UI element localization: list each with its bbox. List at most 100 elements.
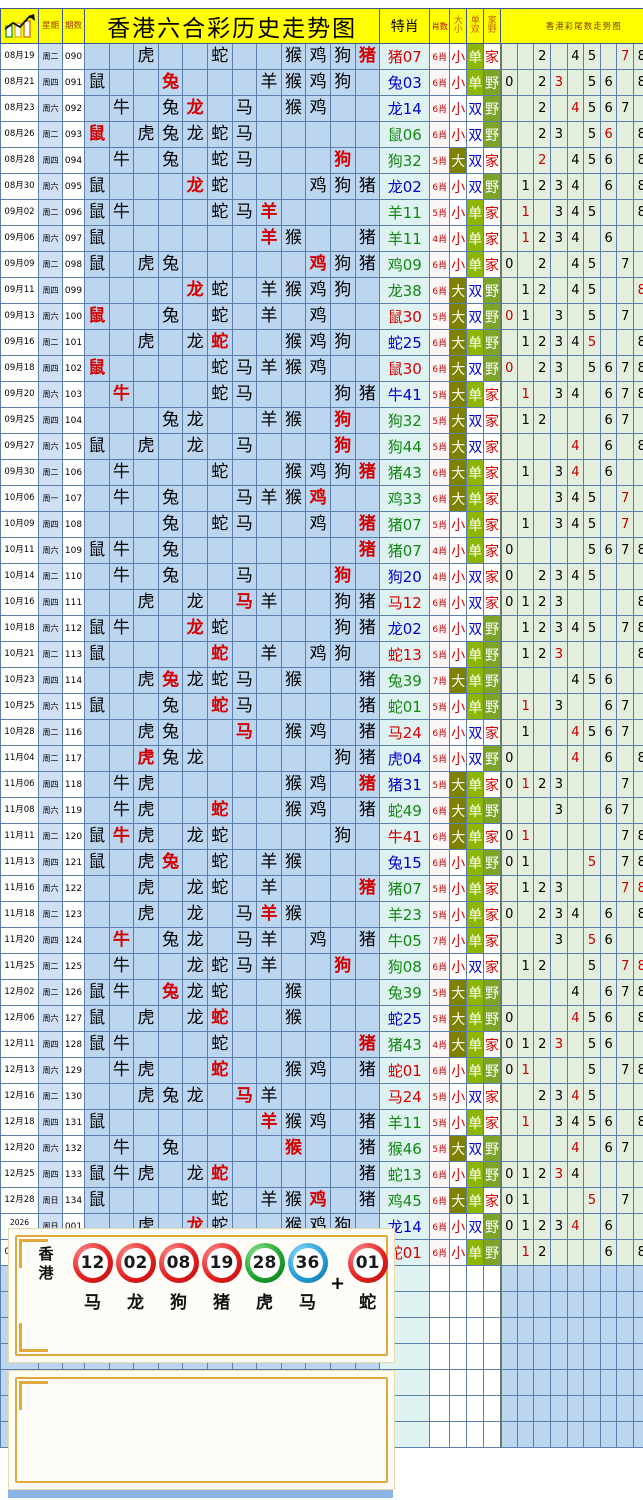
row-date: 11月20 bbox=[0, 927, 39, 954]
zodiac-cell-虎: 虎 bbox=[133, 121, 159, 148]
zodiac-count: 6肖 bbox=[429, 1187, 451, 1214]
zodiac-cell-鸡 bbox=[305, 589, 331, 616]
row-weekday: 周二 bbox=[38, 459, 63, 486]
row-period: 106 bbox=[62, 459, 85, 486]
zodiac-cell-鸡: 鸡 bbox=[305, 927, 331, 954]
tail-digit-cell-8: 8 bbox=[633, 823, 643, 850]
row-weekday: 周四 bbox=[38, 1031, 63, 1058]
zodiac-cell-马 bbox=[231, 459, 258, 486]
zodiac-cell-蛇: 蛇 bbox=[206, 1005, 233, 1032]
row-period: 110 bbox=[62, 563, 85, 590]
tail-digit-cell-3 bbox=[550, 1187, 568, 1214]
home-wild-badge: 家 bbox=[483, 381, 502, 408]
tail-digit-cell-0 bbox=[499, 329, 518, 356]
big-small-badge: 大 bbox=[449, 381, 468, 408]
tail-digit-cell-0: 0 bbox=[499, 1005, 518, 1032]
zodiac-cell-鸡 bbox=[305, 693, 331, 720]
tail-digit-cell-4 bbox=[566, 875, 585, 902]
tail-digit-cell-2: 2 bbox=[533, 225, 552, 252]
zodiac-cell-狗 bbox=[329, 1187, 356, 1214]
row-period: 119 bbox=[62, 797, 85, 824]
tail-digit-cell-0 bbox=[499, 667, 518, 694]
tail-digit-cell-7 bbox=[616, 745, 634, 772]
zodiac-cell-龙 bbox=[182, 355, 208, 382]
home-wild-badge: 家 bbox=[483, 537, 502, 564]
tail-digit-cell-2: 2 bbox=[533, 43, 552, 70]
home-wild-badge: 家 bbox=[483, 953, 502, 980]
zodiac-cell-鼠: 鼠 bbox=[84, 1031, 110, 1058]
plus-sign: + bbox=[330, 1272, 346, 1294]
zodiac-cell-羊 bbox=[256, 381, 282, 408]
zodiac-cell-狗 bbox=[329, 875, 356, 902]
zodiac-cell-猪: 猪 bbox=[354, 667, 381, 694]
tail-digit-cell-6: 6 bbox=[599, 121, 618, 148]
big-small-badge: 大 bbox=[449, 485, 468, 512]
zodiac-cell-虎 bbox=[133, 641, 159, 668]
row-weekday: 周二 bbox=[38, 641, 63, 668]
tail-digit-cell-3: 3 bbox=[550, 1031, 568, 1058]
ball-column-5: 36 马 bbox=[286, 1243, 329, 1313]
zodiac-cell-羊 bbox=[256, 797, 282, 824]
tail-digit-cell-4: 4 bbox=[566, 1213, 585, 1240]
tail-digit-cell-4: 4 bbox=[566, 719, 585, 746]
zodiac-cell-猴: 猴 bbox=[280, 407, 307, 434]
zodiac-cell-牛 bbox=[108, 589, 135, 616]
zodiac-cell-羊 bbox=[256, 693, 282, 720]
winning-balls: 12 马 02 龙 08 狗 19 猪 28 虎 36 马 +01 蛇 bbox=[71, 1243, 389, 1313]
tail-digit-cell-0: 0 bbox=[499, 563, 518, 590]
row-date: 12月28 bbox=[0, 1187, 39, 1214]
tail-digit-cell-1 bbox=[516, 537, 535, 564]
row-weekday: 周二 bbox=[38, 719, 63, 746]
tail-digit-cell-4 bbox=[566, 69, 585, 96]
lottery-ball: 12 bbox=[72, 1243, 113, 1283]
row-date: 09月20 bbox=[0, 381, 39, 408]
tail-digit-cell-4: 4 bbox=[566, 251, 585, 278]
zodiac-cell-牛 bbox=[108, 875, 135, 902]
zodiac-cell-蛇: 蛇 bbox=[206, 615, 233, 642]
tail-digit-cell-7 bbox=[616, 1083, 634, 1110]
zodiac-cell-牛: 牛 bbox=[108, 147, 135, 174]
odd-even-badge: 单 bbox=[466, 225, 485, 252]
odd-even-badge: 单 bbox=[466, 537, 485, 564]
zodiac-cell-羊 bbox=[256, 1031, 282, 1058]
zodiac-cell-鸡 bbox=[305, 1005, 331, 1032]
special-zodiac-number: 蛇25 bbox=[379, 1005, 431, 1032]
row-period: 117 bbox=[62, 745, 85, 772]
tail-digit-cell-5 bbox=[583, 381, 601, 408]
tail-digit-cell-7 bbox=[616, 433, 634, 460]
row-weekday: 周四 bbox=[38, 407, 63, 434]
zodiac-cell-龙 bbox=[182, 1031, 208, 1058]
tail-digit-cell-6 bbox=[599, 511, 618, 538]
zodiac-cell-兔 bbox=[157, 771, 184, 798]
zodiac-cell-鸡: 鸡 bbox=[305, 303, 331, 330]
big-small-badge: 小 bbox=[449, 173, 468, 200]
zodiac-cell-龙 bbox=[182, 849, 208, 876]
row-date: 09月18 bbox=[0, 355, 39, 382]
zodiac-cell-马 bbox=[231, 875, 258, 902]
tail-digit-cell-1: 1 bbox=[516, 511, 535, 538]
tail-digit-cell-6: 6 bbox=[599, 667, 618, 694]
zodiac-cell-猪 bbox=[354, 485, 381, 512]
big-small-badge: 小 bbox=[449, 511, 468, 538]
tail-digit-cell-4: 4 bbox=[566, 485, 585, 512]
special-zodiac-number: 牛05 bbox=[379, 927, 431, 954]
zodiac-cell-马: 马 bbox=[231, 485, 258, 512]
zodiac-cell-羊 bbox=[256, 1161, 282, 1188]
zodiac-cell-猴: 猴 bbox=[280, 1109, 307, 1136]
tail-digit-cell-8: 8 bbox=[633, 641, 643, 668]
zodiac-cell-马 bbox=[231, 277, 258, 304]
home-wild-badge: 家 bbox=[483, 459, 502, 486]
zodiac-cell-牛 bbox=[108, 641, 135, 668]
zodiac-cell-猴: 猴 bbox=[280, 1005, 307, 1032]
tail-digit-cell-4 bbox=[566, 303, 585, 330]
zodiac-cell-猴: 猴 bbox=[280, 459, 307, 486]
zodiac-cell-狗: 狗 bbox=[329, 173, 356, 200]
tail-digit-cell-2: 2 bbox=[533, 641, 552, 668]
big-small-badge: 小 bbox=[449, 69, 468, 96]
zodiac-cell-龙: 龙 bbox=[182, 173, 208, 200]
tail-digit-cell-3 bbox=[550, 745, 568, 772]
tail-digit-cell-7: 7 bbox=[616, 1135, 634, 1162]
zodiac-cell-狗: 狗 bbox=[329, 147, 356, 174]
zodiac-cell-鼠 bbox=[84, 329, 110, 356]
zodiac-cell-马 bbox=[231, 537, 258, 564]
